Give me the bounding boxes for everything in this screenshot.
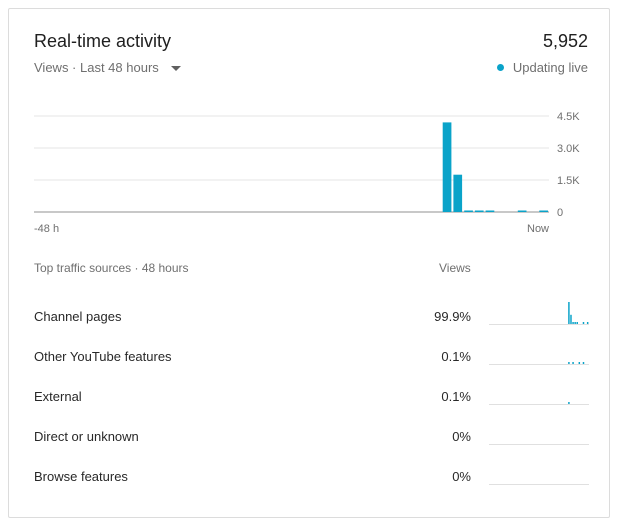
card-title: Real-time activity	[34, 31, 172, 51]
chart-bar[interactable]	[517, 210, 527, 213]
y-tick-label: 0	[557, 207, 563, 219]
chart-bar[interactable]	[464, 210, 473, 213]
live-status-label: Updating live	[512, 60, 588, 75]
metric-period-dropdown[interactable]: Views · Last 48 hours	[34, 60, 181, 75]
traffic-source-sparkline	[489, 362, 589, 365]
dropdown-label: Views · Last 48 hours	[34, 60, 159, 75]
chart-bar[interactable]	[442, 122, 452, 212]
chart-bar[interactable]	[539, 210, 548, 213]
traffic-source-name[interactable]: Direct or unknown	[34, 429, 139, 444]
chart-bar[interactable]	[474, 210, 484, 213]
traffic-source-percent: 99.9%	[434, 309, 471, 324]
sparkline-bar	[576, 322, 578, 324]
realtime-bar-chart: 4.5K 3.0K 1.5K 0	[34, 111, 580, 219]
sparkline-bar	[570, 314, 572, 324]
sparkline-bar	[582, 362, 585, 364]
traffic-source-sparkline	[489, 302, 589, 325]
traffic-source-row[interactable]: Browse features 0%	[9, 469, 609, 509]
traffic-source-sparkline	[489, 402, 589, 405]
traffic-source-row[interactable]: Direct or unknown 0%	[9, 429, 609, 469]
caret-down-icon	[170, 65, 181, 71]
chart-bar[interactable]	[485, 210, 495, 213]
sparkline-bar	[578, 362, 581, 364]
traffic-source-percent: 0.1%	[441, 389, 471, 404]
traffic-source-sparkline	[489, 484, 589, 485]
traffic-source-percent: 0.1%	[441, 349, 471, 364]
total-views: 5,952	[542, 31, 588, 51]
traffic-source-name[interactable]: Channel pages	[34, 309, 122, 324]
traffic-source-row[interactable]: External 0.1%	[9, 389, 609, 429]
traffic-source-name[interactable]: External	[34, 389, 82, 404]
chart-bar[interactable]	[453, 174, 463, 212]
sparkline-bar	[568, 302, 570, 324]
x-axis-end-label: Now	[527, 223, 550, 235]
live-dot-icon	[496, 64, 504, 71]
sparkline-bar	[572, 362, 574, 364]
sparkline-bar	[586, 322, 589, 324]
traffic-source-row[interactable]: Other YouTube features 0.1%	[9, 349, 609, 389]
live-status: Updating live	[496, 60, 588, 75]
x-axis-start-label: -48 h	[34, 223, 60, 235]
sparkline-bar	[574, 322, 576, 324]
traffic-source-name[interactable]: Browse features	[34, 469, 128, 484]
traffic-sources-header: Top traffic sources · 48 hours	[34, 261, 189, 275]
traffic-source-sparkline	[489, 444, 589, 445]
y-tick-label: 4.5K	[557, 111, 580, 123]
traffic-source-percent: 0%	[452, 429, 471, 444]
y-tick-label: 1.5K	[557, 175, 580, 187]
sparkline-bar	[572, 322, 574, 324]
traffic-source-name[interactable]: Other YouTube features	[34, 349, 172, 364]
traffic-source-row[interactable]: Channel pages 99.9%	[9, 302, 609, 349]
sparkline-bar	[568, 402, 570, 404]
views-column-header: Views	[439, 261, 471, 275]
sparkline-bar	[582, 322, 585, 324]
y-tick-label: 3.0K	[557, 143, 580, 155]
traffic-source-percent: 0%	[452, 469, 471, 484]
sparkline-bar	[568, 362, 570, 364]
realtime-activity-card: Real-time activity Views · Last 48 hours…	[8, 8, 610, 518]
